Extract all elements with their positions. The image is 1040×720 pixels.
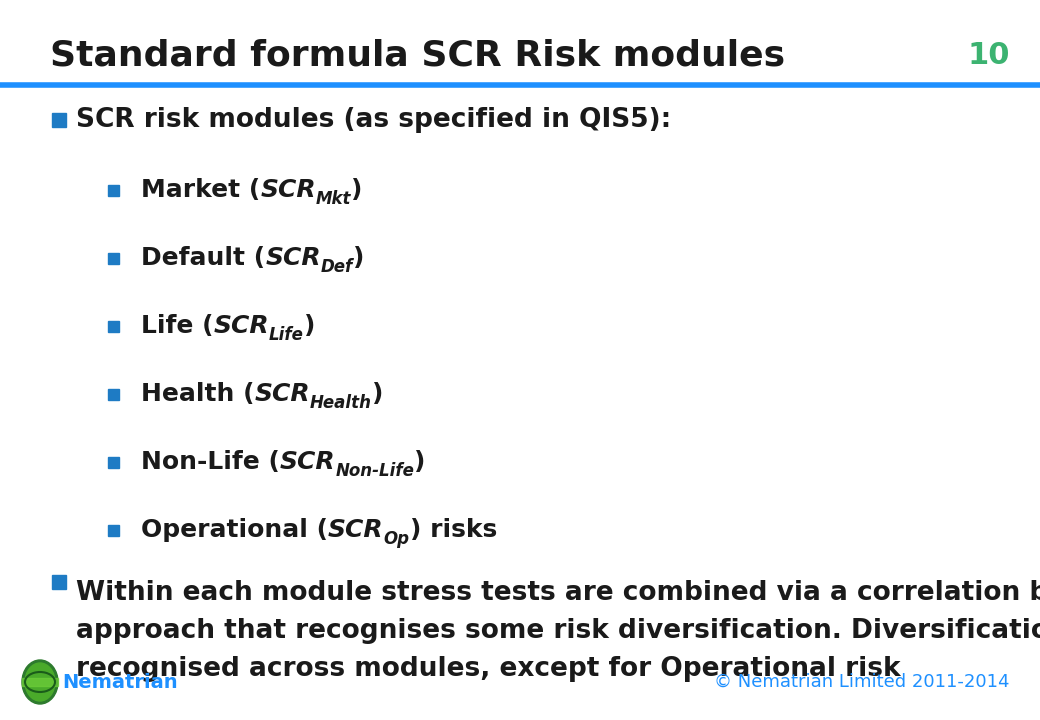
Text: Nematrian: Nematrian [62,672,178,691]
Text: Standard formula SCR Risk modules: Standard formula SCR Risk modules [50,38,785,72]
Text: ): ) [352,178,363,202]
Text: Op: Op [384,530,410,548]
Text: ) risks: ) risks [410,518,497,542]
Text: ): ) [372,382,384,406]
Text: ): ) [353,246,364,270]
Text: 10: 10 [967,40,1010,70]
Ellipse shape [22,660,58,704]
Text: Non-Life: Non-Life [336,462,414,480]
Text: © Nematrian Limited 2011-2014: © Nematrian Limited 2011-2014 [714,673,1010,691]
Bar [108,320,119,331]
Text: ): ) [304,314,315,338]
Ellipse shape [25,663,55,701]
Bar [52,575,66,589]
Text: Life (: Life ( [141,314,213,338]
Text: SCR: SCR [260,178,316,202]
Bar [52,113,66,127]
Text: ): ) [414,450,425,474]
Text: SCR risk modules (as specified in QIS5):: SCR risk modules (as specified in QIS5): [76,107,671,133]
Text: Life: Life [269,326,304,344]
Bar [108,389,119,400]
Text: Market (: Market ( [141,178,260,202]
Bar [108,456,119,467]
Text: Def: Def [320,258,353,276]
Text: SCR: SCR [265,246,320,270]
Text: Mkt: Mkt [316,190,352,208]
Text: SCR: SCR [255,382,310,406]
Text: SCR: SCR [328,518,384,542]
Text: Default (: Default ( [141,246,265,270]
Bar [108,524,119,536]
Text: Non-Life (: Non-Life ( [141,450,280,474]
Text: SCR: SCR [280,450,336,474]
Bar [108,253,119,264]
Text: Health: Health [310,394,372,412]
Text: Within each module stress tests are combined via a correlation based
approach th: Within each module stress tests are comb… [76,580,1040,682]
Text: SCR: SCR [213,314,269,338]
Bar [108,184,119,196]
Bar [22,678,58,686]
Text: Health (: Health ( [141,382,255,406]
Text: Operational (: Operational ( [141,518,328,542]
